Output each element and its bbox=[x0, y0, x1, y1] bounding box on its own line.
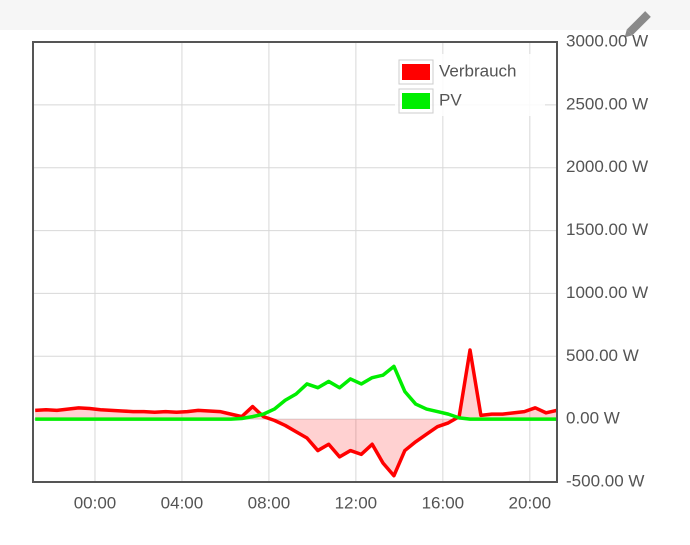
y-tick-label: 2500.00 W bbox=[566, 94, 648, 113]
y-tick-label: 1500.00 W bbox=[566, 220, 648, 239]
legend-label: Verbrauch bbox=[439, 61, 517, 80]
legend-swatch bbox=[402, 93, 430, 109]
x-tick-label: 16:00 bbox=[422, 493, 465, 512]
plot bbox=[35, 348, 557, 478]
y-tick-label: 1000.00 W bbox=[566, 283, 648, 302]
line bbox=[35, 364, 557, 421]
x-tick-label: 08:00 bbox=[248, 493, 291, 512]
line bbox=[35, 348, 557, 478]
edit-icon[interactable] bbox=[622, 11, 651, 40]
x-tick-label: 20:00 bbox=[509, 493, 552, 512]
legend-swatch bbox=[402, 64, 430, 80]
legend-swatch-border bbox=[398, 88, 434, 114]
y-tick-label: 500.00 W bbox=[566, 346, 639, 365]
legend-label: PV bbox=[439, 90, 462, 109]
legend-swatch-border bbox=[398, 59, 434, 85]
plot-border bbox=[32, 41, 558, 483]
x-tick-label: 04:00 bbox=[161, 493, 204, 512]
x-tick-label: 00:00 bbox=[74, 493, 117, 512]
y-tick-label: 0.00 W bbox=[566, 409, 620, 428]
header-strip bbox=[0, 0, 690, 30]
y-tick-label: 3000.00 W bbox=[566, 31, 648, 50]
pencil-tip bbox=[624, 29, 633, 38]
x-tick-label: 12:00 bbox=[335, 493, 378, 512]
y-tick-label: -500.00 W bbox=[566, 471, 644, 490]
legend: Verbrauch PV bbox=[395, 54, 545, 116]
y-tick-label: 2000.00 W bbox=[566, 157, 648, 176]
pencil-body bbox=[626, 11, 651, 36]
